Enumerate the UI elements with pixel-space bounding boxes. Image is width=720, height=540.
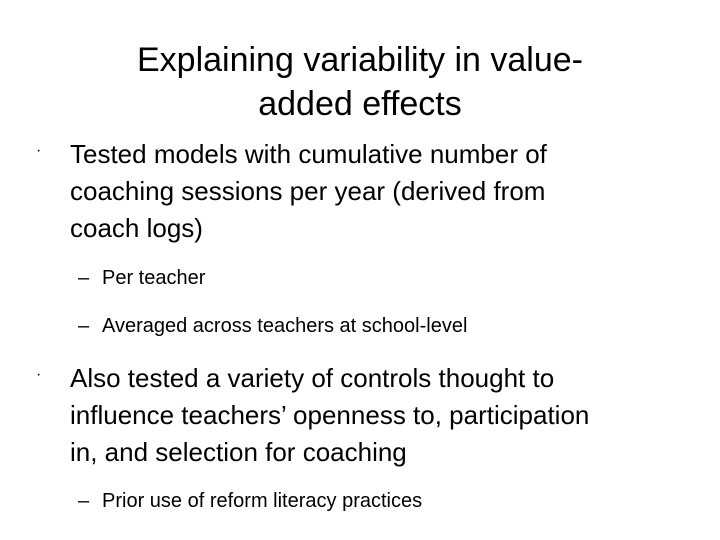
slide-title: Explaining variability in value- added e… [60,38,660,126]
bullet-line: influence teachers’ openness to, partici… [70,400,590,430]
bullet-marker: · [36,142,42,159]
sub-bullet-item: – Prior use of reform literacy practices [78,486,698,516]
bullet-line: in, and selection for coaching [70,437,407,467]
bullet-item: · Tested models with cumulative number o… [36,136,686,247]
title-line: added effects [258,85,462,123]
sub-bullet-item: – Averaged across teachers at school-lev… [78,311,698,341]
dash-marker: – [78,490,90,512]
sub-bullet-text: Prior use of reform literacy practices [102,490,423,512]
dash-marker: – [78,267,90,289]
title-line: Explaining variability in value- [136,41,583,79]
bullet-line: Tested models with cumulative number of [70,139,547,169]
bullet-text: Also tested a variety of controls though… [70,360,686,471]
bullet-line: coach logs) [70,213,203,243]
bullet-line: coaching sessions per year (derived from [70,176,546,206]
sub-bullet-item: – Per teacher [78,263,698,293]
dash-marker: – [78,315,90,337]
bullet-item: · Also tested a variety of controls thou… [36,360,686,471]
sub-bullet-text: Per teacher [102,267,206,289]
bullet-text: Tested models with cumulative number of … [70,136,686,247]
bullet-line: Also tested a variety of controls though… [70,363,555,393]
bullet-marker: · [36,366,42,383]
sub-bullet-text: Averaged across teachers at school-level [102,315,468,337]
